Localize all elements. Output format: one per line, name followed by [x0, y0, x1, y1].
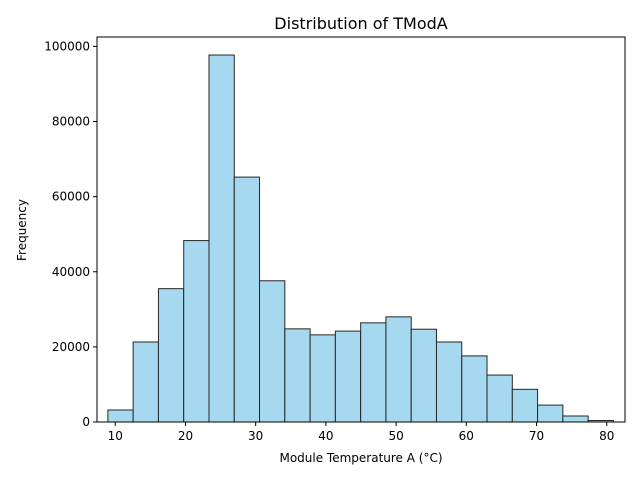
histogram-bar-16: [486, 374, 513, 423]
x-tick-label: 80: [599, 429, 614, 443]
x-tick-label: 70: [529, 429, 544, 443]
y-tick-label: 80000: [52, 115, 90, 129]
histogram-bar-10: [334, 330, 362, 423]
y-tick-label: 60000: [52, 190, 90, 204]
histogram-bar-18: [537, 404, 564, 423]
bars-layer: [107, 54, 614, 423]
plot-frame: [96, 36, 626, 423]
y-axis-ticks: 0 20000 40000 60000 80000 100000: [44, 39, 97, 429]
x-axis-ticks: 10 20 30 40 50 60 70 80: [108, 422, 614, 443]
histogram-bar-2: [132, 341, 159, 423]
histogram-bar-7: [259, 280, 286, 423]
x-tick-label: 40: [318, 429, 333, 443]
histogram-bar-11: [360, 322, 387, 423]
histogram-bar-5: [208, 54, 235, 423]
histogram-bar-17: [511, 388, 539, 423]
histogram-bar-4: [183, 240, 210, 423]
x-tick-label: 50: [388, 429, 403, 443]
x-tick-label: 60: [459, 429, 474, 443]
histogram-bar-13: [410, 328, 437, 423]
histogram-bar-6: [233, 176, 261, 423]
y-tick-label: 100000: [44, 39, 90, 53]
histogram-bar-15: [461, 355, 488, 423]
x-tick-label: 20: [178, 429, 193, 443]
y-axis-label: Frequency: [15, 199, 29, 261]
chart-title: Distribution of TModA: [274, 14, 447, 33]
y-tick-label: 40000: [52, 265, 90, 279]
histogram-bar-3: [157, 288, 185, 423]
x-axis-label: Module Temperature A (°C): [279, 451, 442, 465]
histogram-bar-19: [562, 415, 589, 423]
histogram-bar-9: [309, 334, 336, 423]
y-tick-label: 0: [82, 415, 90, 429]
x-tick-label: 30: [248, 429, 263, 443]
x-tick-label: 10: [108, 429, 123, 443]
histogram-bar-12: [385, 316, 412, 423]
histogram-bar-8: [284, 328, 311, 423]
histogram-bar-14: [435, 341, 463, 423]
histogram-bar-1: [107, 409, 134, 423]
y-tick-label: 20000: [52, 340, 90, 354]
